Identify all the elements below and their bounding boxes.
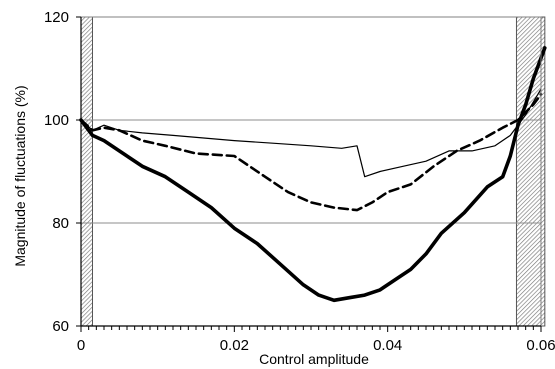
y-tick-label: 100 — [44, 112, 69, 129]
series-line-thin-solid — [80, 88, 542, 178]
y-tick-label: 120 — [44, 9, 69, 26]
x-tick-label: 0.04 — [373, 337, 402, 354]
x-tick-label: 0.02 — [220, 337, 249, 354]
shaded-regions — [80, 16, 546, 327]
data-series — [79, 46, 547, 303]
y-tick-label: 80 — [52, 215, 69, 232]
y-axis-title: Magnitude of fluctuations (%) — [12, 85, 28, 266]
series-line-dashed — [79, 93, 543, 212]
tick-labels: 0 0.02 0.04 0.06 60 80 100 120 — [44, 9, 555, 354]
x-tick-label: 0 — [77, 337, 85, 354]
x-axis-title: Control amplitude — [259, 351, 369, 367]
shaded-region-1 — [515, 16, 546, 327]
series-line-thick-solid — [79, 46, 547, 303]
x-tick-label: 0.06 — [526, 337, 555, 354]
gridlines — [81, 119, 541, 224]
shaded-region-0 — [80, 16, 93, 327]
y-tick-label: 60 — [52, 318, 69, 335]
axes — [76, 16, 542, 332]
